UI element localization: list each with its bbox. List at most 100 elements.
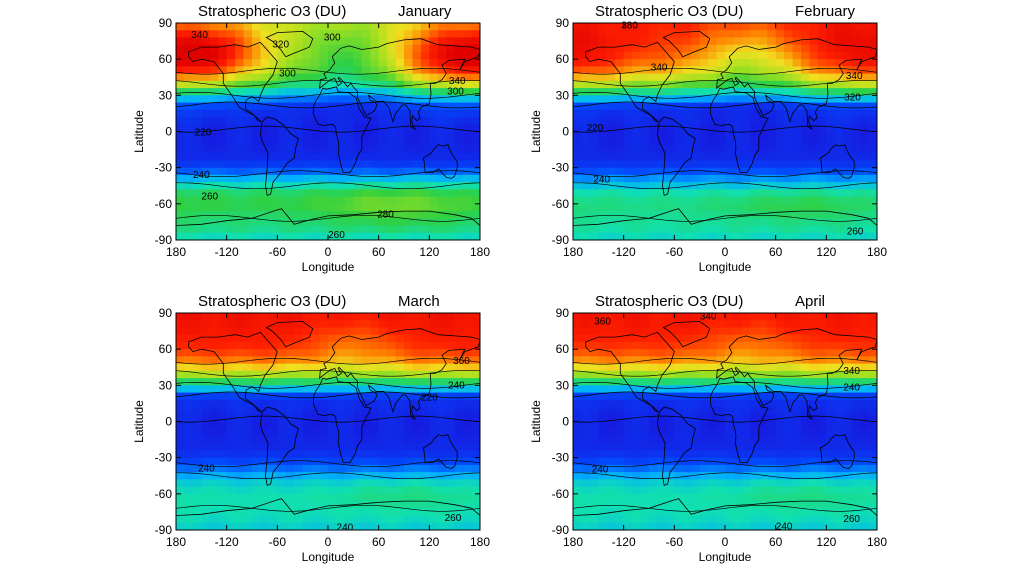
heatmap-cell	[615, 59, 625, 67]
heatmap-cell	[268, 515, 278, 524]
heatmap-cell	[682, 225, 692, 234]
heatmap-cell	[268, 363, 278, 372]
heatmap-cell	[784, 450, 794, 459]
heatmap-cell	[446, 59, 456, 67]
contour-line	[573, 504, 877, 512]
heatmap-cell	[733, 356, 743, 365]
heatmap-cell	[640, 51, 650, 60]
heatmap-cell	[412, 138, 422, 147]
heatmap-cell	[285, 327, 295, 336]
heatmap-cell	[319, 145, 329, 154]
heatmap-cell	[446, 479, 456, 488]
heatmap-cell	[598, 320, 608, 329]
heatmap-cell	[328, 385, 338, 394]
heatmap-cell	[319, 30, 329, 39]
heatmap-cell	[784, 80, 794, 89]
heatmap-cell	[581, 203, 591, 212]
heatmap-cell	[344, 486, 354, 495]
heatmap-cell	[285, 37, 295, 46]
heatmap-cell	[454, 392, 464, 401]
heatmap-cell	[623, 370, 633, 379]
heatmap-cell	[741, 356, 751, 365]
heatmap-cell	[708, 341, 718, 350]
heatmap-cell	[834, 232, 844, 240]
heatmap-cell	[378, 378, 388, 386]
contour-label: 240	[843, 383, 860, 394]
heatmap-cell	[860, 334, 870, 343]
heatmap-cell	[657, 124, 667, 133]
heatmap-cell	[801, 131, 811, 140]
heatmap-cell	[801, 349, 811, 357]
heatmap-cell	[395, 73, 405, 82]
heatmap-cell	[868, 313, 877, 321]
heatmap-cell	[682, 392, 692, 401]
heatmap-cell	[741, 515, 751, 524]
heatmap-cell	[294, 370, 304, 379]
heatmap-cell	[361, 486, 371, 495]
heatmap-cell	[843, 37, 853, 46]
heatmap-cell	[311, 428, 321, 437]
heatmap-cell	[328, 407, 338, 415]
heatmap-cell	[311, 334, 321, 343]
heatmap-cell	[767, 392, 777, 401]
heatmap-cell	[615, 145, 625, 154]
heatmap-cell	[201, 145, 211, 154]
heatmap-cell	[328, 124, 338, 133]
heatmap-cell	[420, 407, 430, 415]
heatmap-cell	[277, 174, 287, 183]
x-axis-label: Longitude	[699, 260, 752, 274]
heatmap-cell	[860, 320, 870, 329]
heatmap-cell	[260, 37, 270, 46]
heatmap-cell	[454, 182, 464, 190]
heatmap-cell	[201, 385, 211, 394]
heatmap-cell	[201, 117, 211, 125]
heatmap-cell	[209, 443, 219, 452]
heatmap-cell	[640, 189, 650, 198]
heatmap-cell	[699, 392, 709, 401]
heatmap-cell	[260, 522, 270, 530]
heatmap-cell	[741, 479, 751, 488]
heatmap-cell	[176, 501, 186, 509]
heatmap-cell	[598, 349, 608, 357]
heatmap-cell	[328, 211, 338, 219]
heatmap-cell	[860, 189, 870, 198]
y-tick-label: 90	[556, 16, 570, 30]
heatmap-cell	[665, 421, 675, 430]
heatmap-cell	[176, 153, 186, 162]
heatmap-cell	[851, 522, 861, 530]
heatmap-cell	[665, 174, 675, 183]
contour-line	[573, 415, 877, 423]
heatmap-cell	[218, 392, 228, 401]
heatmap-cell	[640, 508, 650, 517]
heatmap-cell	[446, 51, 456, 60]
heatmap-cell	[176, 363, 186, 372]
heatmap-cell	[741, 174, 751, 183]
heatmap-cell	[767, 59, 777, 67]
contour-label: 300	[447, 87, 464, 98]
heatmap-cell	[226, 493, 236, 502]
heatmap-cell	[361, 23, 371, 31]
heatmap-cell	[285, 378, 295, 386]
heatmap-cell	[361, 363, 371, 372]
heatmap-cell	[632, 370, 642, 379]
heatmap-cell	[429, 464, 439, 473]
heatmap-cell	[319, 51, 329, 60]
heatmap-cell	[674, 479, 684, 488]
heatmap-cell	[437, 80, 447, 89]
heatmap-cell	[454, 117, 464, 125]
heatmap-cell	[725, 414, 735, 423]
heatmap-cell	[404, 102, 414, 111]
heatmap-cell	[328, 153, 338, 162]
heatmap-cell	[218, 23, 228, 31]
heatmap-cell	[209, 493, 219, 502]
heatmap-cell	[294, 421, 304, 430]
heatmap-cell	[843, 349, 853, 357]
heatmap-cell	[176, 334, 186, 343]
heatmap-cell	[370, 501, 380, 509]
heatmap-cell	[209, 472, 219, 480]
heatmap-cell	[665, 44, 675, 53]
heatmap-cell	[378, 428, 388, 437]
heatmap-cell	[353, 508, 363, 517]
heatmap-cell	[623, 515, 633, 524]
heatmap-cell	[252, 370, 262, 379]
